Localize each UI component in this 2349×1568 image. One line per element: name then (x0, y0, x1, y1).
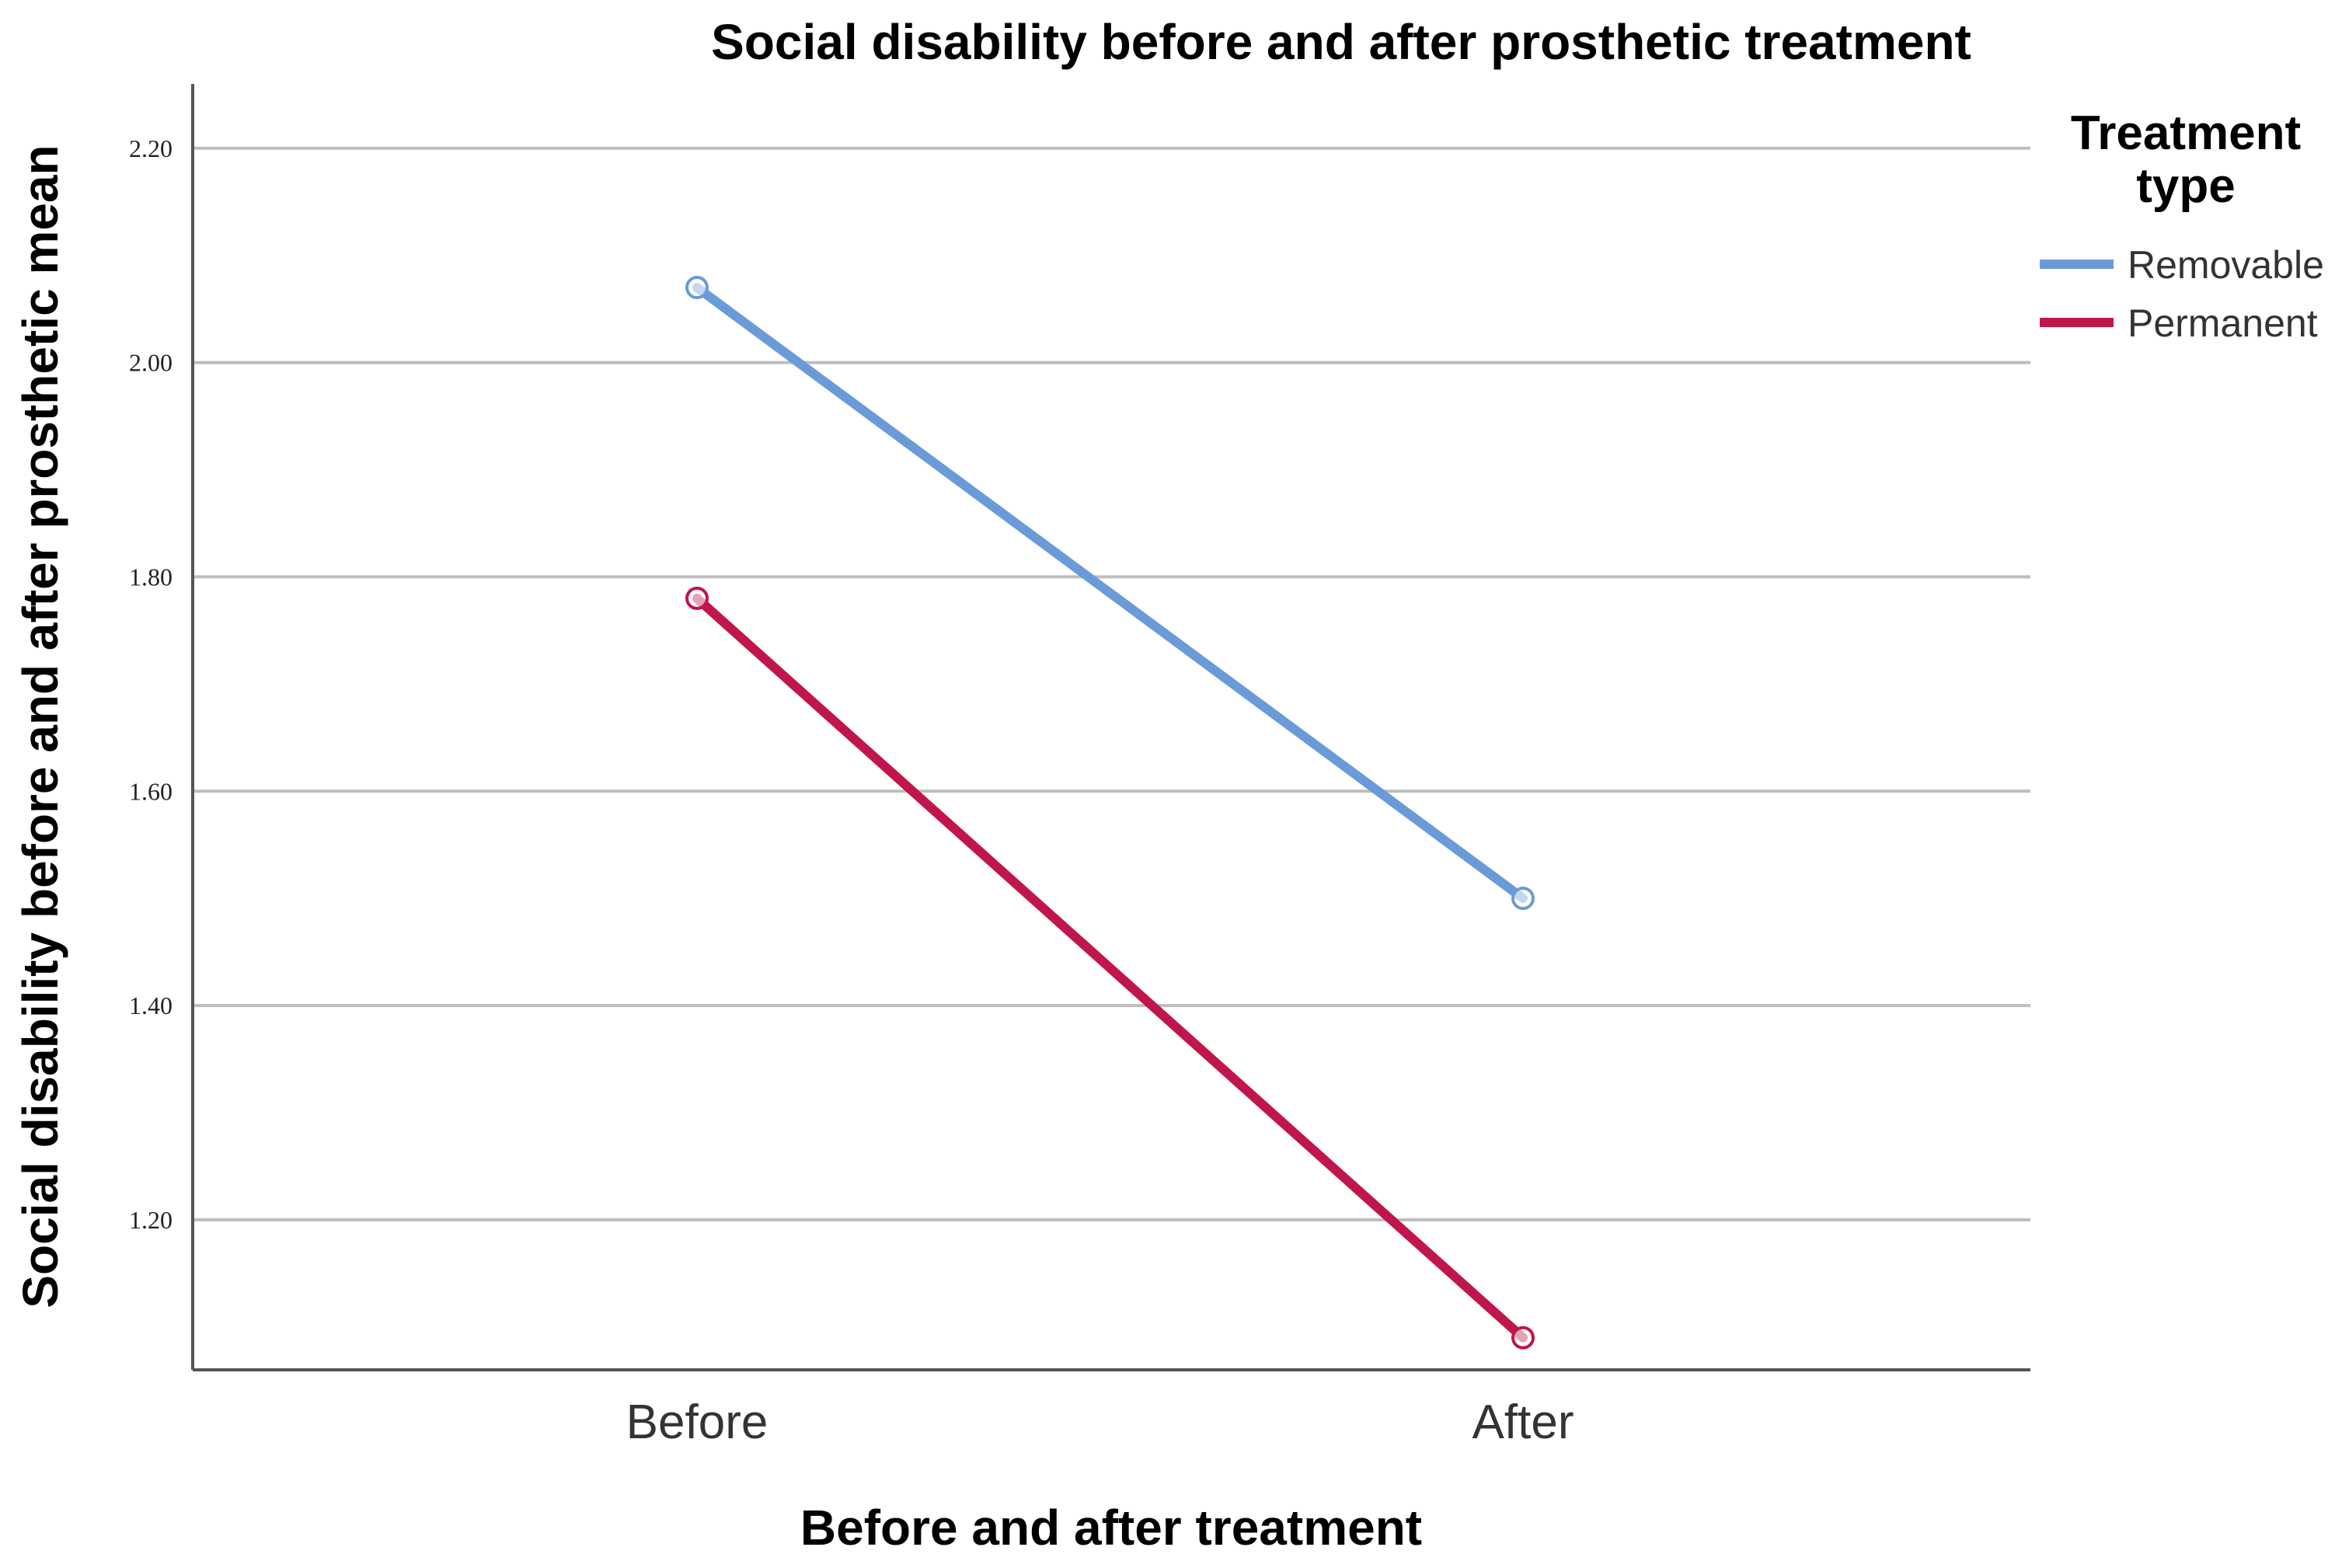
chart-title: Social disability before and after prost… (711, 14, 1971, 70)
data-point-removable-before (685, 276, 709, 300)
data-point-permanent-after (1511, 1326, 1535, 1350)
x-tick-label: Before (626, 1396, 768, 1449)
x-tick-labels: Before After (626, 1396, 1574, 1449)
y-tick-labels: 1.20 1.40 1.60 1.80 2.00 2.20 (129, 134, 173, 1234)
series-line-removable (692, 283, 1528, 904)
legend-label-removable: Removable (2128, 243, 2324, 287)
y-tick-label: 1.20 (129, 1206, 173, 1234)
data-point-removable-after (1511, 887, 1535, 911)
gridlines (193, 146, 2030, 1221)
legend-title-line1: Treatment (2071, 106, 2301, 160)
y-tick-label: 2.00 (129, 349, 173, 377)
legend-label-permanent: Permanent (2128, 301, 2318, 345)
y-axis-title: Social disability before and after prost… (12, 145, 68, 1308)
series-line-permanent (692, 594, 1528, 1343)
data-point-permanent-before (685, 587, 709, 610)
legend-items: Removable Permanent (2040, 243, 2324, 345)
y-tick-label: 1.80 (129, 563, 173, 591)
legend-title-line2: type (2136, 159, 2235, 213)
y-tick-label: 1.60 (129, 777, 173, 805)
legend: Treatment type Removable Permanent (2040, 106, 2324, 345)
x-tick-label: After (1472, 1396, 1574, 1449)
y-tick-label: 2.20 (129, 134, 173, 162)
series-lines (685, 276, 1535, 1350)
x-axis-title: Before and after treatment (800, 1500, 1422, 1556)
y-tick-label: 1.40 (129, 991, 173, 1019)
